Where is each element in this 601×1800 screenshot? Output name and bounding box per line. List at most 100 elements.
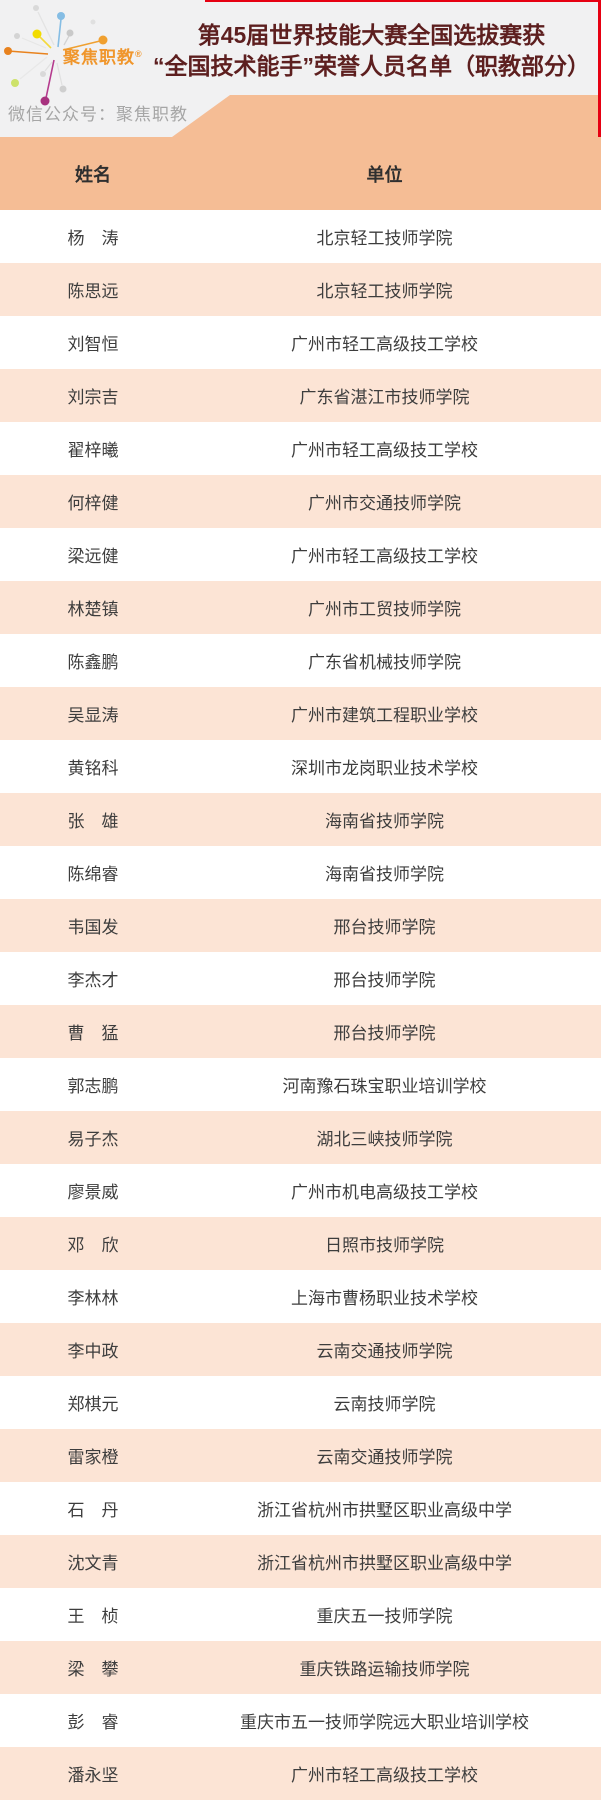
unit-cell: 广州市机电高级技工学校 — [291, 1183, 478, 1202]
unit-cell: 广州市交通技师学院 — [308, 494, 461, 513]
table-header: 姓名 单位 — [0, 137, 601, 210]
unit-cell: 邢台技师学院 — [333, 918, 436, 937]
unit-cell: 云南交通技师学院 — [316, 1342, 453, 1361]
unit-cell: 深圳市龙岗职业技术学校 — [291, 759, 478, 778]
unit-cell: 云南技师学院 — [333, 1395, 436, 1414]
unit-cell: 湖北三峡技师学院 — [316, 1130, 453, 1149]
unit-cell: 河南豫石珠宝职业培训学校 — [282, 1077, 487, 1096]
unit-cell: 广东省湛江市技师学院 — [299, 388, 470, 407]
name-cell: 李林林 — [67, 1289, 119, 1308]
table-row: 张 雄 海南省技师学院 — [0, 793, 601, 846]
title-line-1: 第45届世界技能大赛全国选拔赛获 — [197, 22, 546, 48]
table-row: 郑棋元 云南技师学院 — [0, 1376, 601, 1429]
name-cell: 翟梓曦 — [67, 441, 119, 460]
table-row: 雷家橙 云南交通技师学院 — [0, 1429, 601, 1482]
name-cell: 邓 欣 — [67, 1236, 119, 1255]
name-cell: 王 桢 — [67, 1607, 119, 1626]
table-row: 廖景威 广州市机电高级技工学校 — [0, 1164, 601, 1217]
name-cell: 韦国发 — [67, 918, 119, 937]
wechat-account-label: 微信公众号：聚焦职教 — [8, 105, 188, 124]
table-row: 潘永坚 广州市轻工高级技工学校 — [0, 1747, 601, 1800]
name-cell: 黄铭科 — [67, 759, 119, 778]
unit-cell: 海南省技师学院 — [325, 865, 444, 884]
table-row: 杨 涛 北京轻工技师学院 — [0, 210, 601, 263]
unit-cell: 广州市建筑工程职业学校 — [291, 706, 478, 725]
unit-cell: 重庆铁路运输技师学院 — [299, 1660, 470, 1679]
table-row: 吴显涛 广州市建筑工程职业学校 — [0, 687, 601, 740]
name-cell: 何梓健 — [67, 494, 119, 513]
name-cell: 雷家橙 — [67, 1448, 119, 1467]
unit-cell: 北京轻工技师学院 — [316, 229, 453, 248]
name-cell: 吴显涛 — [67, 706, 119, 725]
name-cell: 易子杰 — [67, 1130, 119, 1149]
table-row: 刘宗吉 广东省湛江市技师学院 — [0, 369, 601, 422]
table-row: 梁 攀 重庆铁路运输技师学院 — [0, 1641, 601, 1694]
table-row: 郭志鹏 河南豫石珠宝职业培训学校 — [0, 1058, 601, 1111]
unit-cell: 广州市工贸技师学院 — [308, 600, 461, 619]
table-row: 易子杰 湖北三峡技师学院 — [0, 1111, 601, 1164]
table-row: 陈思远 北京轻工技师学院 — [0, 263, 601, 316]
table-row: 石 丹 浙江省杭州市拱墅区职业高级中学 — [0, 1482, 601, 1535]
unit-cell: 浙江省杭州市拱墅区职业高级中学 — [257, 1554, 512, 1573]
table-row: 黄铭科 深圳市龙岗职业技术学校 — [0, 740, 601, 793]
name-cell: 陈绵睿 — [67, 865, 119, 884]
unit-cell: 广州市轻工高级技工学校 — [291, 335, 478, 354]
name-cell: 杨 涛 — [67, 229, 119, 248]
name-cell: 李中政 — [67, 1342, 119, 1361]
table-row: 梁远健 广州市轻工高级技工学校 — [0, 528, 601, 581]
table-row: 曹 猛 邢台技师学院 — [0, 1005, 601, 1058]
header: 聚焦职教® 第45届世界技能大赛全国选拔赛获 “全国技术能手”荣誉人员名单（职教… — [0, 0, 601, 137]
unit-cell: 重庆五一技师学院 — [316, 1607, 453, 1626]
diagonal-peach-shape — [172, 95, 601, 137]
logo-text: 聚焦职教® — [63, 48, 142, 67]
name-cell: 刘智恒 — [67, 335, 119, 354]
table-row: 邓 欣 日照市技师学院 — [0, 1217, 601, 1270]
name-cell: 郑棋元 — [67, 1395, 119, 1414]
name-cell: 郭志鹏 — [67, 1077, 119, 1096]
red-accent-right — [598, 0, 601, 137]
unit-cell: 广州市轻工高级技工学校 — [291, 547, 478, 566]
name-cell: 石 丹 — [67, 1501, 119, 1520]
table-row: 李中政 云南交通技师学院 — [0, 1323, 601, 1376]
name-cell: 陈鑫鹏 — [67, 653, 119, 672]
name-cell: 彭 睿 — [67, 1713, 119, 1732]
table-row: 沈文青 浙江省杭州市拱墅区职业高级中学 — [0, 1535, 601, 1588]
unit-cell: 浙江省杭州市拱墅区职业高级中学 — [257, 1501, 512, 1520]
title-line-2: “全国技术能手”荣誉人员名单（职教部分） — [153, 53, 590, 79]
unit-cell: 上海市曹杨职业技术学校 — [291, 1289, 478, 1308]
table-row: 彭 睿 重庆市五一技师学院远大职业培训学校 — [0, 1694, 601, 1747]
burst-icon — [4, 5, 108, 106]
unit-cell: 日照市技师学院 — [325, 1236, 444, 1255]
table-row: 林楚镇 广州市工贸技师学院 — [0, 581, 601, 634]
table-row: 翟梓曦 广州市轻工高级技工学校 — [0, 422, 601, 475]
table-row: 陈绵睿 海南省技师学院 — [0, 846, 601, 899]
unit-cell: 广州市轻工高级技工学校 — [291, 441, 478, 460]
column-header-name: 姓名 — [75, 164, 111, 185]
table-body: 杨 涛 北京轻工技师学院 陈思远 北京轻工技师学院 刘智恒 广州市轻工高级技工学… — [0, 210, 601, 1800]
table-row: 何梓健 广州市交通技师学院 — [0, 475, 601, 528]
name-cell: 梁远健 — [67, 547, 119, 566]
name-cell: 梁 攀 — [67, 1660, 119, 1679]
page-title: 第45届世界技能大赛全国选拔赛获 “全国技术能手”荣誉人员名单（职教部分） — [148, 20, 595, 82]
table-row: 王 桢 重庆五一技师学院 — [0, 1588, 601, 1641]
unit-cell: 北京轻工技师学院 — [316, 282, 453, 301]
unit-cell: 重庆市五一技师学院远大职业培训学校 — [240, 1713, 529, 1732]
name-cell: 潘永坚 — [67, 1766, 119, 1785]
name-cell: 曹 猛 — [67, 1024, 119, 1043]
unit-cell: 海南省技师学院 — [325, 812, 444, 831]
unit-cell: 广州市轻工高级技工学校 — [291, 1766, 478, 1785]
name-cell: 陈思远 — [67, 282, 119, 301]
name-cell: 李杰才 — [67, 971, 119, 990]
table-row: 刘智恒 广州市轻工高级技工学校 — [0, 316, 601, 369]
unit-cell: 云南交通技师学院 — [316, 1448, 453, 1467]
red-accent-top — [205, 0, 601, 2]
name-cell: 刘宗吉 — [67, 388, 119, 407]
name-cell: 林楚镇 — [67, 600, 119, 619]
table-row: 李杰才 邢台技师学院 — [0, 952, 601, 1005]
table-row: 陈鑫鹏 广东省机械技师学院 — [0, 634, 601, 687]
name-cell: 沈文青 — [67, 1554, 119, 1573]
table-row: 李林林 上海市曹杨职业技术学校 — [0, 1270, 601, 1323]
logo: 聚焦职教® — [0, 0, 190, 110]
unit-cell: 邢台技师学院 — [333, 971, 436, 990]
